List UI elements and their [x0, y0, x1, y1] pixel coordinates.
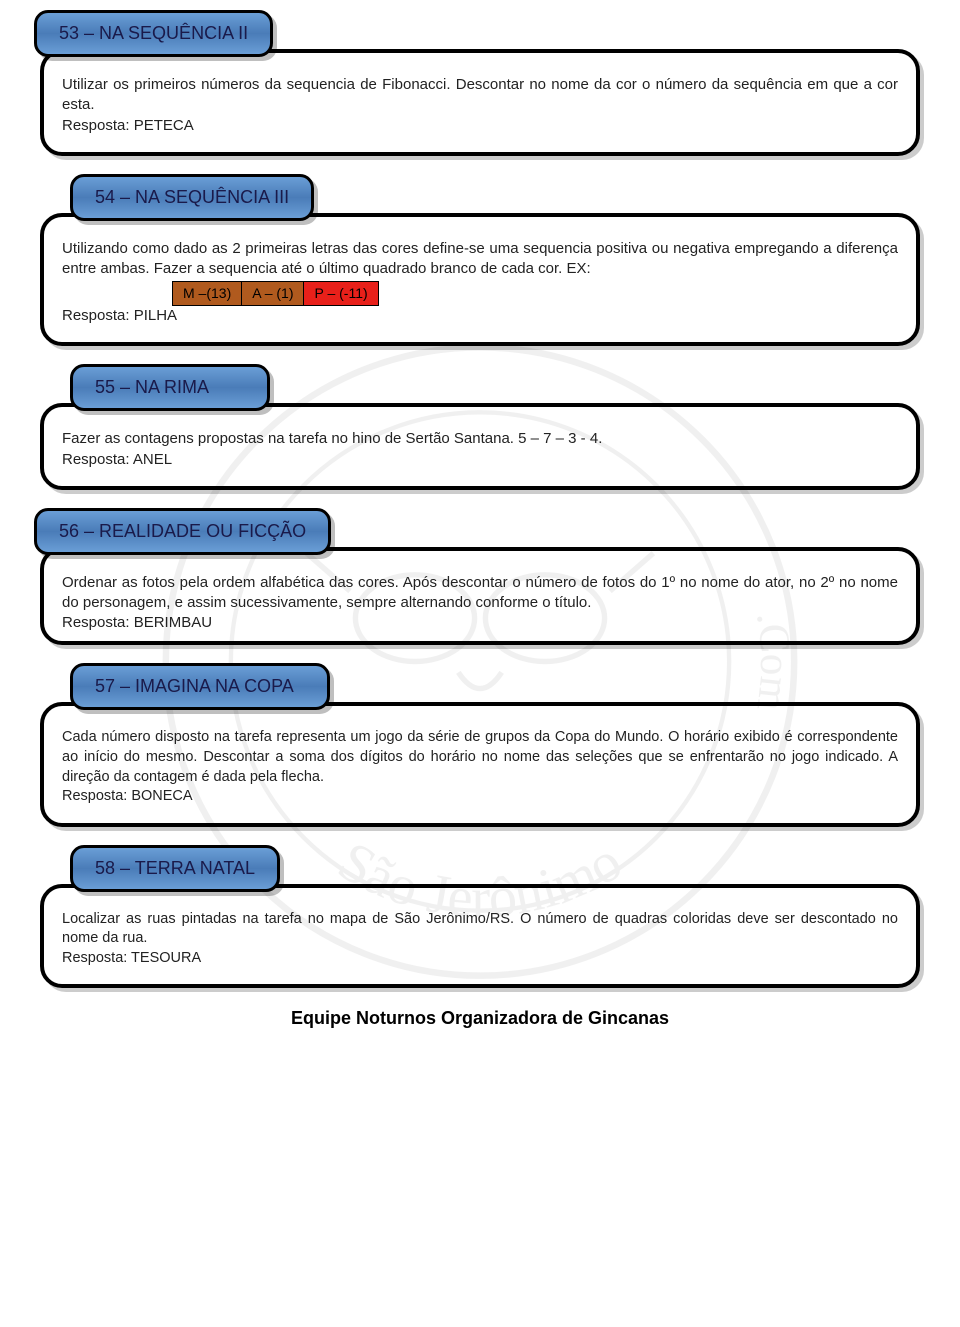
body-56: Ordenar as fotos pela ordem alfabética d… — [40, 547, 920, 646]
resposta-55: Resposta: ANEL — [62, 450, 898, 470]
body-53: Utilizar os primeiros números da sequenc… — [40, 49, 920, 156]
footer: Equipe Noturnos Organizadora de Gincanas — [40, 1008, 920, 1029]
text-56: Ordenar as fotos pela ordem alfabética d… — [62, 573, 898, 614]
text-57: Cada número disposto na tarefa represent… — [62, 728, 898, 787]
title-55: 55 – NA RIMA — [70, 364, 270, 411]
resposta-58: Resposta: TESOURA — [62, 949, 898, 969]
section-54: 54 – NA SEQUÊNCIA III Utilizando como da… — [40, 174, 920, 347]
body-55: Fazer as contagens propostas na tarefa n… — [40, 403, 920, 490]
title-56: 56 – REALIDADE OU FICÇÃO — [34, 508, 331, 555]
text-54: Utilizando como dado as 2 primeiras letr… — [62, 239, 898, 280]
resposta-56: Resposta: BERIMBAU — [62, 613, 898, 631]
section-57: 57 – IMAGINA NA COPA Cada número dispost… — [40, 663, 920, 826]
ex-cell-2: P – (-11) — [304, 282, 377, 305]
body-58: Localizar as ruas pintadas na tarefa no … — [40, 884, 920, 989]
section-53: 53 – NA SEQUÊNCIA II Utilizar os primeir… — [40, 10, 920, 156]
title-53: 53 – NA SEQUÊNCIA II — [34, 10, 273, 57]
section-55: 55 – NA RIMA Fazer as contagens proposta… — [40, 364, 920, 490]
text-53: Utilizar os primeiros números da sequenc… — [62, 75, 898, 116]
body-57: Cada número disposto na tarefa represent… — [40, 702, 920, 826]
title-57: 57 – IMAGINA NA COPA — [70, 663, 330, 710]
ex-cell-1: A – (1) — [242, 282, 304, 305]
section-58: 58 – TERRA NATAL Localizar as ruas pinta… — [40, 845, 920, 989]
resposta-53: Resposta: PETECA — [62, 116, 898, 136]
ex-table: M –(13) A – (1) P – (-11) — [172, 281, 379, 306]
body-54: Utilizando como dado as 2 primeiras letr… — [40, 213, 920, 347]
section-56: 56 – REALIDADE OU FICÇÃO Ordenar as foto… — [40, 508, 920, 646]
text-58: Localizar as ruas pintadas na tarefa no … — [62, 910, 898, 949]
title-54: 54 – NA SEQUÊNCIA III — [70, 174, 314, 221]
resposta-57: Resposta: BONECA — [62, 787, 898, 807]
title-58: 58 – TERRA NATAL — [70, 845, 280, 892]
ex-cell-0: M –(13) — [173, 282, 242, 305]
resposta-54: Resposta: PILHA — [62, 306, 898, 326]
text-55: Fazer as contagens propostas na tarefa n… — [62, 429, 898, 449]
